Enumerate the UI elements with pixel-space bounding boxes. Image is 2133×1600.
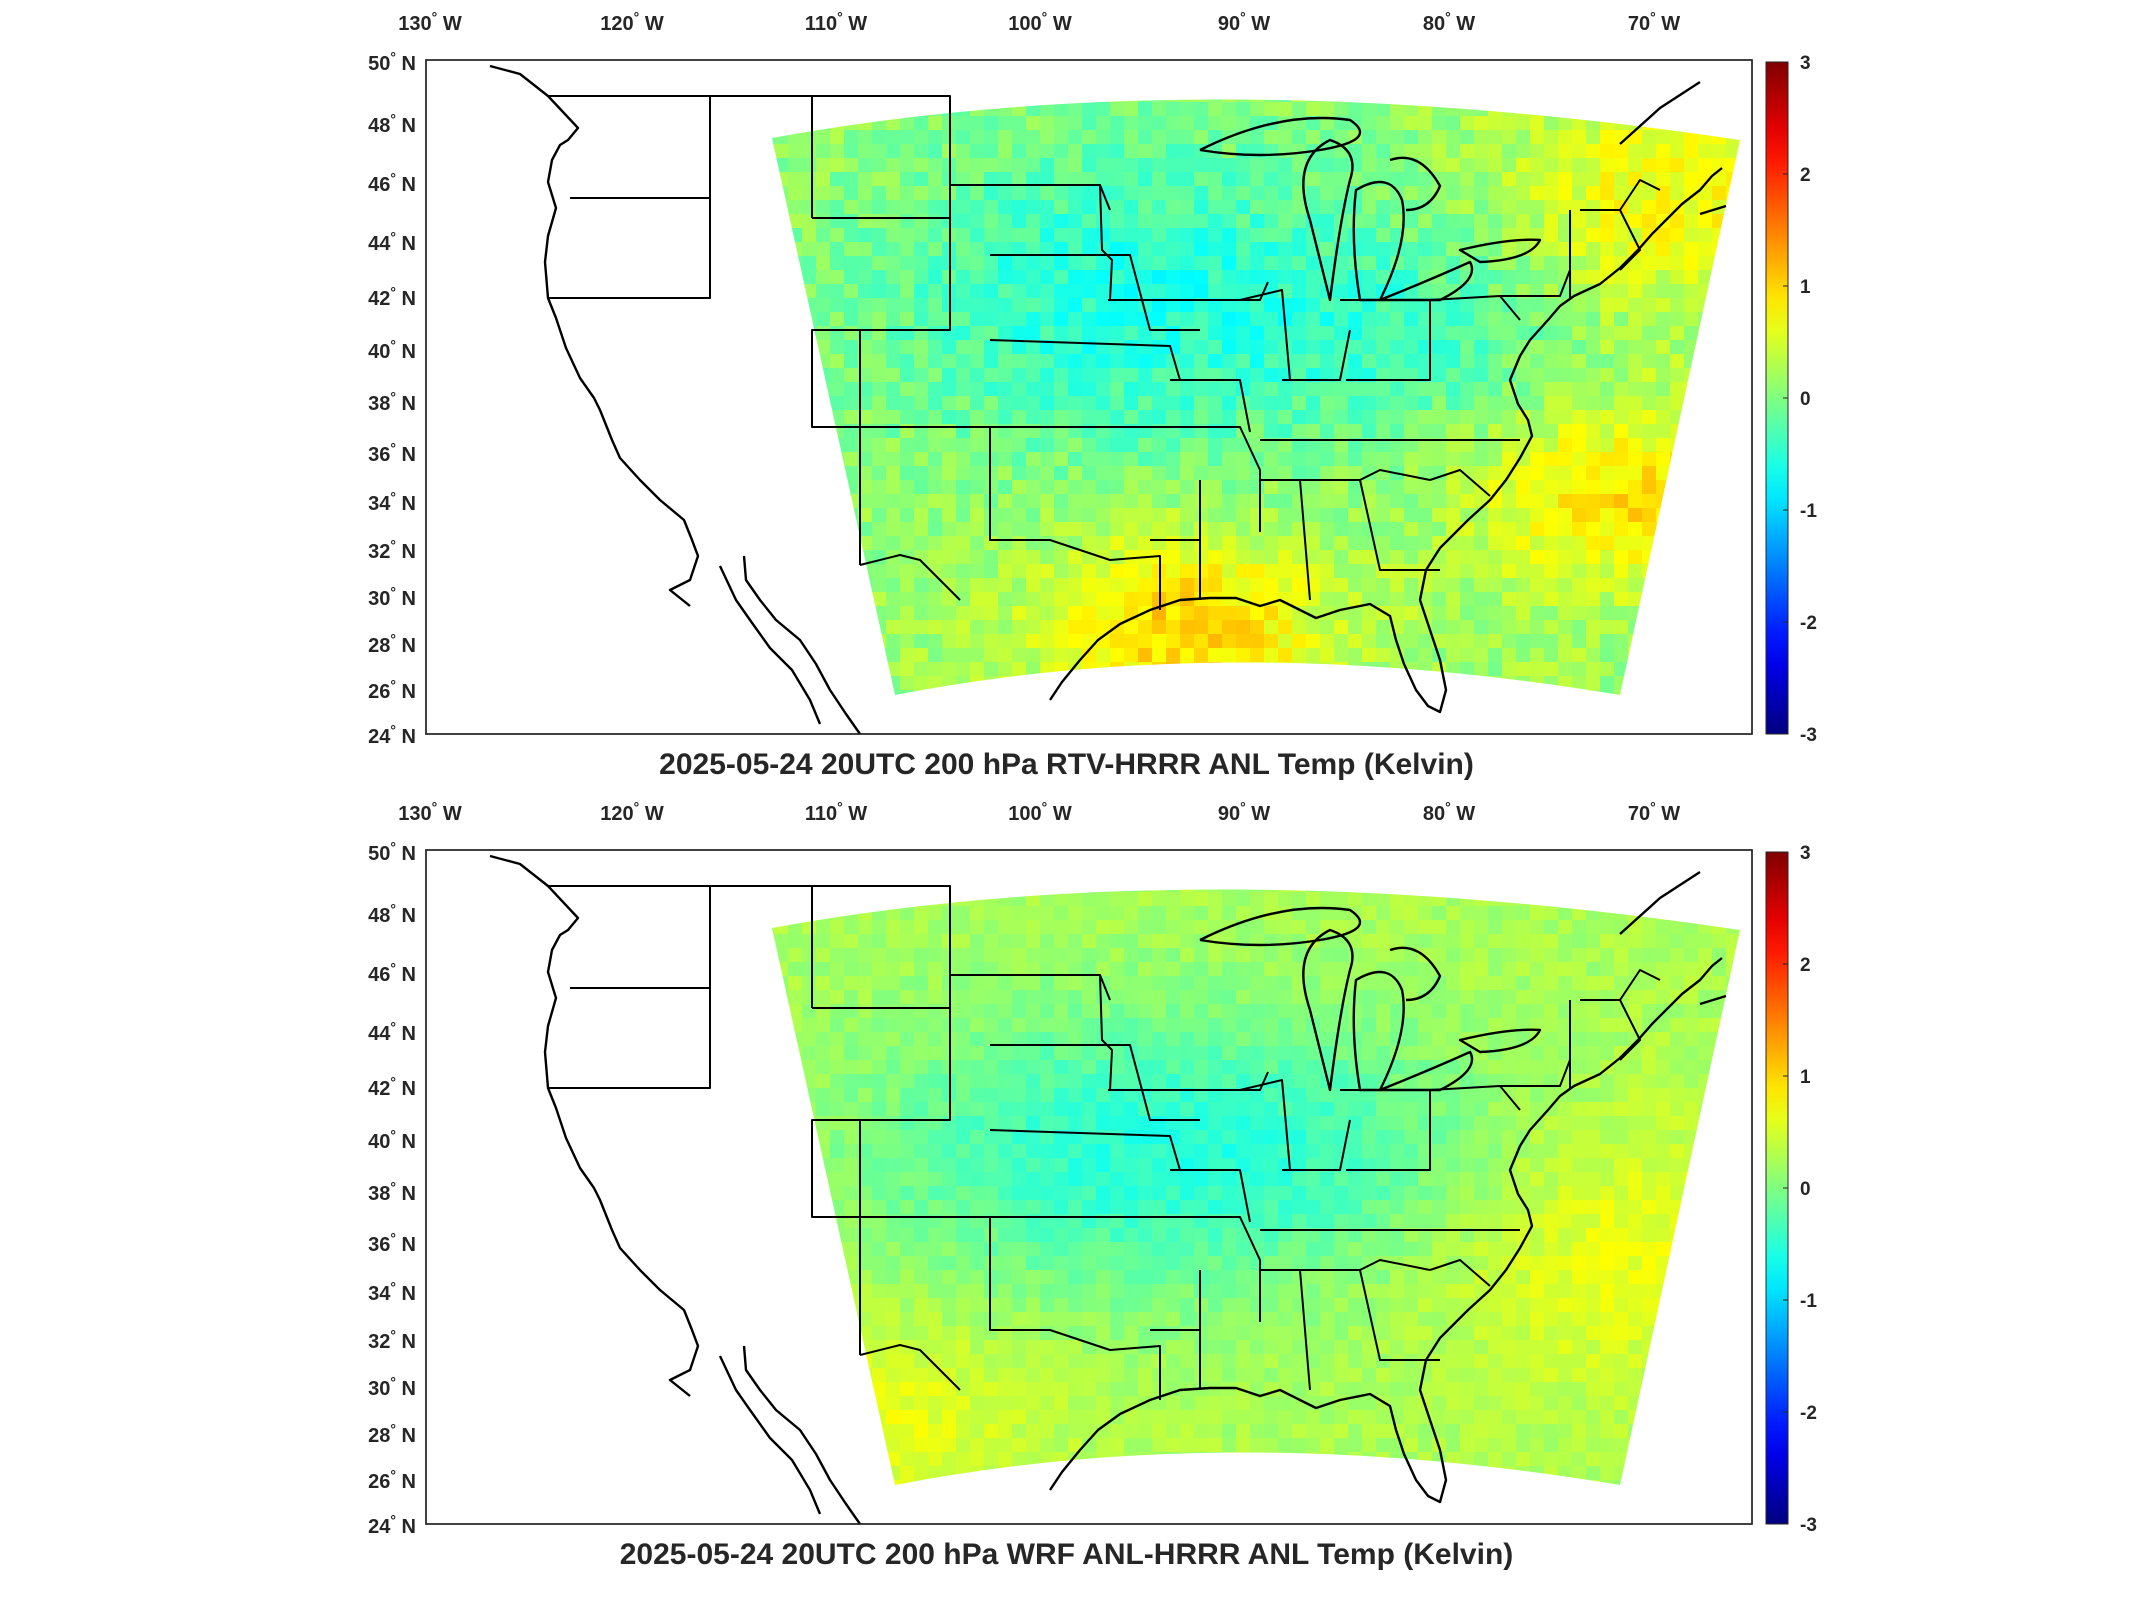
latitude-tick-label: 28° N xyxy=(368,1421,416,1447)
latitude-tick-label: 50° N xyxy=(368,49,416,75)
longitude-tick-label: 120° W xyxy=(600,799,664,825)
latitude-tick-label: 32° N xyxy=(368,537,416,563)
colorbar-tick-label: 3 xyxy=(1800,53,1811,74)
longitude-tick-label: 70° W xyxy=(1628,9,1680,35)
longitude-tick-label: 80° W xyxy=(1423,799,1475,825)
latitude-tick-label: 34° N xyxy=(368,489,416,515)
longitude-tick-label: 130° W xyxy=(398,799,462,825)
latitude-tick-label: 44° N xyxy=(368,1019,416,1045)
longitude-tick-label: 110° W xyxy=(805,799,867,825)
map-plot: 130° W 120° W 110° W 100° W 90° W 80° W 70° W 5… xyxy=(368,9,1817,748)
longitude-tick-label: 80° W xyxy=(1423,9,1475,35)
latitude-tick-label: 32° N xyxy=(368,1327,416,1353)
latitude-tick-label: 40° N xyxy=(368,1127,416,1153)
map-borders xyxy=(489,64,1727,735)
latitude-tick-label: 48° N xyxy=(368,111,416,137)
latitude-tick-label: 26° N xyxy=(368,677,416,703)
longitude-tick-label: 110° W xyxy=(805,9,867,35)
latitude-tick-label: 46° N xyxy=(368,170,416,196)
latitude-tick-label: 46° N xyxy=(368,960,416,986)
map-borders xyxy=(489,854,1727,1525)
longitude-tick-label: 90° W xyxy=(1218,799,1270,825)
colorbar-tick-label: 1 xyxy=(1800,277,1811,298)
temperature-field xyxy=(772,889,1740,1486)
latitude-tick-label: 28° N xyxy=(368,631,416,657)
colorbar-tick-label: 1 xyxy=(1800,1067,1811,1088)
colorbar-tick-label: -1 xyxy=(1800,501,1817,522)
longitude-tick-label: 90° W xyxy=(1218,9,1270,35)
colorbar-tick-label: -3 xyxy=(1800,725,1817,746)
latitude-tick-label: 42° N xyxy=(368,1074,416,1100)
plot-title: 2025-05-24 20UTC 200 hPa WRF ANL-HRRR AN… xyxy=(619,1538,1514,1571)
colorbar-tick-label: -3 xyxy=(1800,1515,1817,1536)
latitude-tick-label: 24° N xyxy=(368,1512,416,1538)
latitude-tick-label: 50° N xyxy=(368,839,416,865)
latitude-tick-label: 38° N xyxy=(368,389,416,415)
plot-title: 2025-05-24 20UTC 200 hPa RTV-HRRR ANL Te… xyxy=(659,748,1474,781)
longitude-tick-label: 130° W xyxy=(398,9,462,35)
colorbar-tick-label: -1 xyxy=(1800,1291,1817,1312)
longitude-tick-label: 120° W xyxy=(600,9,664,35)
temperature-field xyxy=(772,99,1740,696)
colorbar-tick-label: 2 xyxy=(1800,955,1811,976)
map-plot: 130° W 120° W 110° W 100° W 90° W 80° W 70° W 5… xyxy=(368,799,1817,1538)
latitude-tick-label: 42° N xyxy=(368,284,416,310)
latitude-tick-label: 24° N xyxy=(368,722,416,748)
latitude-tick-label: 38° N xyxy=(368,1179,416,1205)
colorbar-tick-label: -2 xyxy=(1800,1403,1817,1424)
latitude-tick-label: 36° N xyxy=(368,440,416,466)
colorbar-tick-label: 3 xyxy=(1800,843,1811,864)
latitude-tick-label: 36° N xyxy=(368,1230,416,1256)
latitude-tick-label: 30° N xyxy=(368,584,416,610)
top-panel: 130° W 120° W 110° W 100° W 90° W 80° W 70° W 5… xyxy=(0,0,2133,790)
latitude-tick-label: 48° N xyxy=(368,901,416,927)
latitude-tick-label: 26° N xyxy=(368,1467,416,1493)
longitude-tick-label: 100° W xyxy=(1008,9,1072,35)
colorbar-tick-label: 2 xyxy=(1800,165,1811,186)
latitude-tick-label: 30° N xyxy=(368,1374,416,1400)
latitude-tick-label: 40° N xyxy=(368,337,416,363)
longitude-tick-label: 70° W xyxy=(1628,799,1680,825)
longitude-tick-label: 100° W xyxy=(1008,799,1072,825)
latitude-tick-label: 34° N xyxy=(368,1279,416,1305)
colorbar-tick-label: -2 xyxy=(1800,613,1817,634)
colorbar-tick-label: 0 xyxy=(1800,1179,1811,1200)
latitude-tick-label: 44° N xyxy=(368,229,416,255)
colorbar-tick-label: 0 xyxy=(1800,389,1811,410)
bottom-panel: 130° W 120° W 110° W 100° W 90° W 80° W 70° W 5… xyxy=(0,790,2133,1580)
